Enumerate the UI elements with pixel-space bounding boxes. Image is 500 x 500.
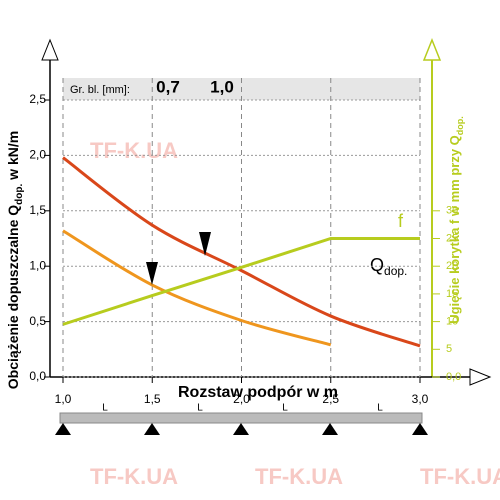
- span-labels: L L L L: [102, 403, 383, 414]
- support: [322, 423, 338, 435]
- watermark: TF-K.UA: [90, 138, 178, 163]
- x-tick-label: 1,5: [144, 392, 161, 406]
- x-tick-label: 2,5: [322, 392, 339, 406]
- y2-tick-label: 5: [446, 343, 452, 355]
- span-label: L: [282, 403, 288, 414]
- plot: [62, 78, 421, 378]
- watermark: TF-K.UA: [255, 464, 343, 489]
- y2-tick-label: 15: [446, 288, 458, 300]
- y-axis-title-sub: dop.: [14, 183, 25, 204]
- y-tick-label: 0,5: [29, 314, 46, 328]
- watermark: TF-K.UA: [420, 464, 500, 489]
- y-tick-label: 2,0: [29, 148, 46, 162]
- y-tick-label: 1,5: [29, 203, 46, 217]
- span-label: L: [377, 403, 383, 414]
- q-label-sub: dop.: [384, 264, 407, 278]
- y-tick-label: 0,0: [29, 369, 46, 383]
- series-line: [62, 237, 420, 326]
- y-axis-title-part: w kN/m: [5, 131, 21, 184]
- x-tick-label: 3,0: [412, 392, 429, 406]
- y2-tick-label: 25: [446, 232, 458, 244]
- thickness-label: 0,7: [156, 77, 180, 96]
- watermark: TF-K.UA: [90, 464, 178, 489]
- y-axis-title: Obciążenie dopuszczalne Qdop. w kN/m: [5, 131, 25, 389]
- span-label: L: [197, 403, 203, 414]
- series-line: [62, 229, 332, 347]
- q-label: Q: [370, 255, 384, 275]
- support: [412, 423, 428, 435]
- series-label: f: [398, 211, 404, 231]
- supports: [55, 423, 428, 435]
- x-axis-title: Rozstaw podpór w m: [178, 384, 338, 401]
- y2-tick-label: 20: [446, 260, 458, 272]
- y-tick-label: 2,5: [29, 92, 46, 106]
- y2-axis-arrow: [422, 37, 442, 61]
- x-tick-label: 1,0: [55, 392, 72, 406]
- beam: [59, 412, 423, 424]
- x-tick-label: 2,0: [233, 392, 250, 406]
- y-tick-label: 1,0: [29, 258, 46, 272]
- y2-tick-label: 30: [446, 205, 458, 217]
- thickness-label: 1,0: [210, 77, 234, 96]
- header-label: Gr. bl. [mm]:: [70, 84, 130, 96]
- series-line: [62, 156, 421, 348]
- support: [233, 423, 249, 435]
- pointer: [146, 262, 158, 285]
- y-axis-title-part: Obciążenie dopuszczalne Q: [5, 205, 21, 389]
- y-axis-arrow: [41, 38, 59, 61]
- x-axis-arrow: [469, 368, 492, 386]
- y2-tick-label: 10: [446, 316, 458, 328]
- y2-axis-title-sub: dop.: [455, 116, 465, 135]
- support: [55, 423, 71, 435]
- support: [144, 423, 160, 435]
- span-label: L: [102, 403, 108, 414]
- y2-axis-title: Ugięcie korytka f w mm przy Qdop.: [447, 116, 465, 324]
- pointer: [199, 232, 211, 256]
- y2-tick-label: 0,0: [446, 371, 461, 383]
- series-label: Qdop.: [370, 255, 407, 278]
- watermarks: TF-K.UA TF-K.UA TF-K.UA TF-K.UA: [90, 138, 500, 489]
- y2-axis-title-part: Ugięcie korytka f w mm przy Q: [447, 135, 462, 324]
